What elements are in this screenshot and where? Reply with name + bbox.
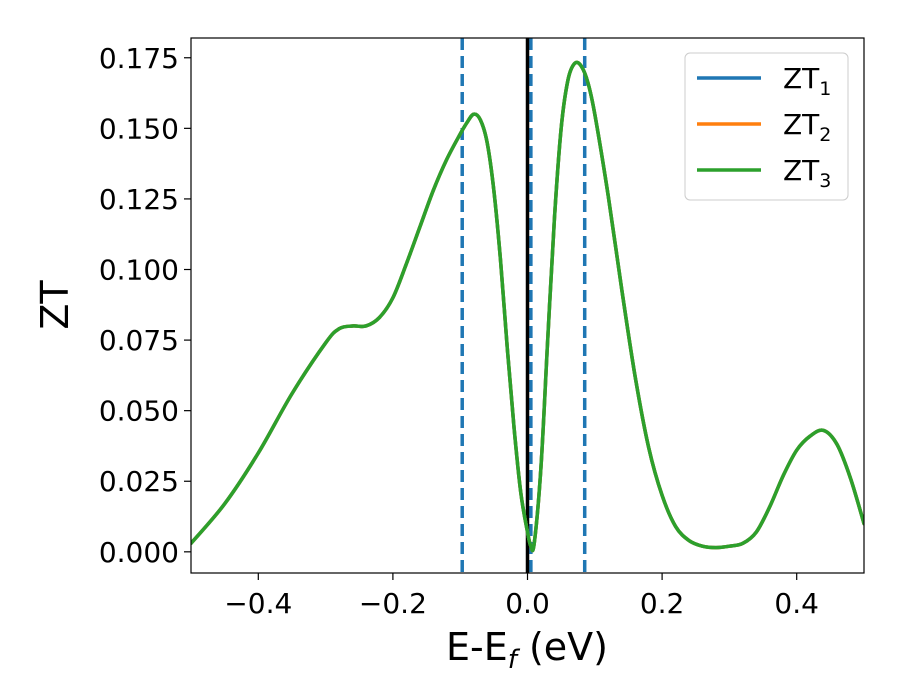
x-tick-label: 0.0 — [505, 587, 550, 620]
series-line-zt3 — [191, 60, 864, 553]
y-tick-label: 0.075 — [99, 324, 179, 357]
legend-label-zt1: ZT1 — [783, 62, 831, 100]
y-axis-label: ZT — [33, 280, 77, 330]
series-lines — [191, 60, 864, 553]
legend-label-main: ZT — [783, 62, 820, 95]
y-tick-label: 0.000 — [99, 536, 179, 569]
x-tick-label: −0.2 — [359, 587, 427, 620]
x-axis-label-main: E-E — [446, 625, 508, 669]
y-axis-ticks: 0.000 0.025 0.050 0.075 0.100 0.125 0.150 0.175 — [99, 42, 191, 569]
legend-label-subscript: 1 — [819, 78, 831, 100]
legend-label-zt3: ZT3 — [783, 154, 831, 192]
legend-label-main: ZT — [783, 108, 820, 141]
legend-label-zt2: ZT2 — [783, 108, 831, 146]
x-tick-label: −0.4 — [224, 587, 292, 620]
y-tick-label: 0.150 — [99, 112, 179, 145]
legend-label-subscript: 3 — [819, 170, 831, 192]
legend-box — [684, 52, 849, 201]
legend-label-subscript: 2 — [819, 124, 831, 146]
y-tick-label: 0.175 — [99, 42, 179, 75]
y-tick-label: 0.025 — [99, 465, 179, 498]
y-tick-label: 0.050 — [99, 395, 179, 428]
x-axis-label: E-Ef (eV) — [446, 625, 608, 675]
reference-lines — [460, 38, 587, 573]
x-axis-label-tail: (eV) — [517, 625, 608, 669]
y-tick-label: 0.125 — [99, 183, 179, 216]
x-tick-label: 0.2 — [640, 587, 685, 620]
y-tick-label: 0.100 — [99, 254, 179, 287]
x-tick-label: 0.4 — [774, 587, 819, 620]
x-axis-ticks: −0.4 −0.2 0.0 0.2 0.4 — [224, 573, 819, 620]
legend-label-main: ZT — [783, 154, 820, 187]
